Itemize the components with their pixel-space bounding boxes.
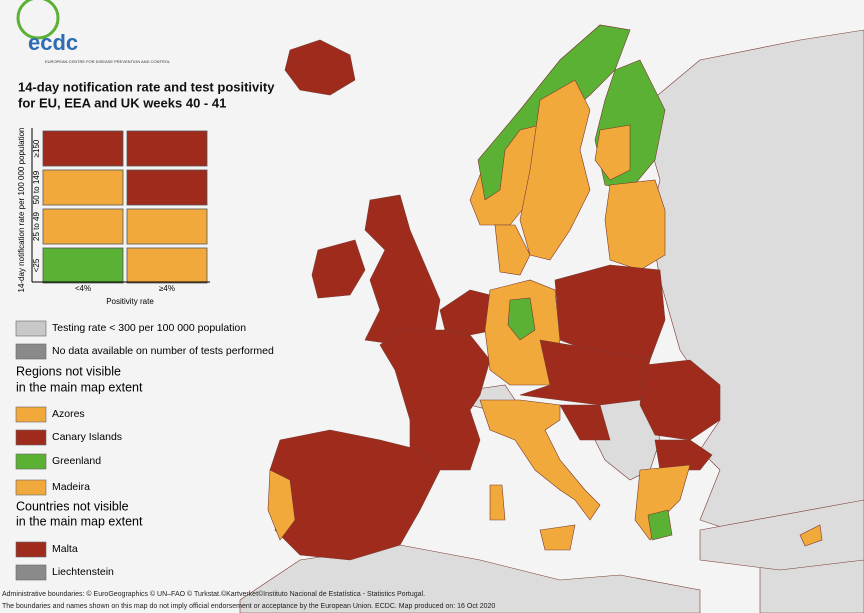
cyprus (799, 524, 823, 547)
y-axis-title: 14-day notification rate per 100 000 pop… (17, 127, 26, 292)
legend-swatch (15, 453, 47, 470)
legend-heading: Countries not visible (16, 499, 129, 513)
sweden (519, 79, 591, 261)
legend-matrix: ≥150 50 to 149 25 to 49 <25 <4% ≥4% 14-day not… (17, 127, 210, 306)
footer: Administrative boundaries: © EuroGeograp… (2, 590, 425, 598)
row-label: ≥150 (32, 139, 41, 157)
map (239, 24, 864, 613)
italy (479, 399, 601, 521)
legend-swatch (15, 541, 47, 558)
bulgaria (654, 439, 713, 471)
germany-green (507, 297, 536, 341)
greece-south (647, 509, 673, 541)
matrix-cell (126, 130, 208, 167)
footer: The boundaries and names shown on this m… (2, 603, 495, 610)
title: for EU, EEA and UK weeks 40 - 41 (18, 95, 226, 110)
legend-swatch (15, 406, 47, 423)
matrix-cell (126, 208, 208, 245)
iceland (284, 39, 356, 96)
finland-south (594, 124, 631, 181)
row-label: <25 (32, 258, 41, 272)
column-label: ≥4% (159, 284, 175, 293)
ireland (311, 239, 366, 299)
legend-label: Malta (52, 543, 78, 555)
legend-swatch (15, 320, 47, 337)
column-label: <4% (75, 284, 91, 293)
matrix-cell (42, 169, 124, 206)
turkey (699, 499, 864, 571)
logo-subtitle: EUROPEAN CENTRE FOR DISEASE PREVENTION A… (45, 59, 171, 64)
legend-label: Greenland (52, 455, 101, 467)
row-label: 25 to 49 (32, 211, 41, 240)
legend-label: Canary Islands (52, 431, 122, 443)
matrix-cell (42, 208, 124, 245)
legend-label: Azores (52, 408, 85, 420)
france (379, 329, 491, 471)
legend-label: No data available on number of tests per… (52, 345, 274, 357)
denmark (494, 224, 531, 276)
legend-swatch (15, 429, 47, 446)
legend-heading: in the main map extent (16, 514, 143, 528)
baltics (604, 179, 666, 271)
legend-label: Liechtenstein (52, 566, 114, 578)
croatia-slovenia (559, 404, 611, 441)
portugal (267, 469, 296, 541)
legend-label: Testing rate < 300 per 100 000 populatio… (52, 322, 246, 334)
legend-label: Madeira (52, 481, 90, 493)
legend: Testing rate < 300 per 100 000 populatio… (15, 320, 274, 581)
row-label: 50 to 149 (32, 170, 41, 204)
x-axis-title: Positivity rate (106, 297, 154, 306)
matrix-cell (126, 247, 208, 284)
logo-globe (16, 0, 60, 40)
sardinia (489, 484, 506, 521)
poland (554, 264, 666, 361)
matrix-cell (42, 247, 124, 284)
romania (639, 359, 721, 441)
sicily (539, 524, 576, 551)
legend-swatch (15, 343, 47, 360)
title: 14-day notification rate and test positi… (18, 79, 275, 94)
legend-swatch (15, 479, 47, 496)
legend-heading: in the main map extent (16, 380, 143, 394)
legend-heading: Regions not visible (16, 364, 121, 378)
logo-text: ecdc (28, 30, 78, 55)
legend-swatch (15, 564, 47, 581)
matrix-cell (42, 130, 124, 167)
matrix-cell (126, 169, 208, 206)
